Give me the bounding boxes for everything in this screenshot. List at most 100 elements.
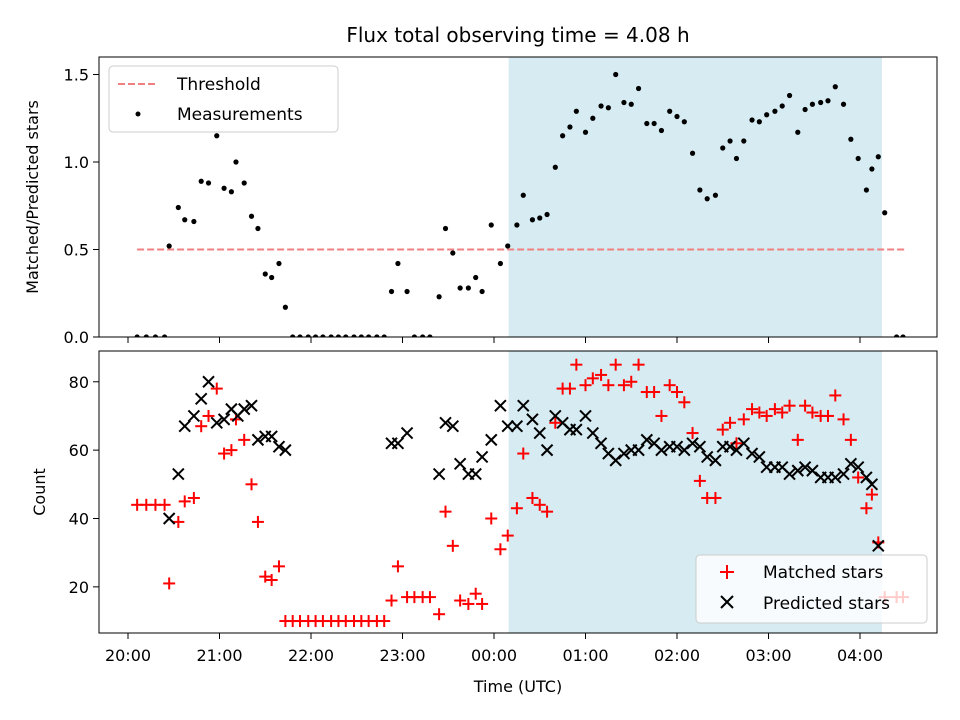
matched-star-point bbox=[218, 447, 231, 460]
top-y-tick-label: 1.5 bbox=[64, 66, 89, 85]
matched-star-point bbox=[187, 491, 200, 504]
matched-star-point bbox=[776, 406, 789, 419]
predicted-legend-label: Predicted stars bbox=[763, 594, 890, 614]
measurement-point bbox=[366, 334, 372, 337]
measurement-point bbox=[749, 117, 755, 123]
measurement-point bbox=[818, 99, 824, 106]
matched-star-point bbox=[837, 413, 850, 426]
measurement-point bbox=[573, 108, 579, 114]
measurement-point bbox=[756, 119, 762, 125]
bottom-legend-box bbox=[695, 554, 928, 624]
matched-star-point bbox=[526, 491, 539, 504]
measurement-point bbox=[497, 260, 504, 267]
measurement-point bbox=[825, 98, 831, 104]
top-shaded-region bbox=[508, 57, 882, 337]
measurement-point bbox=[658, 127, 665, 134]
measurements-legend-marker bbox=[135, 111, 141, 117]
matched-legend-marker bbox=[720, 565, 734, 579]
measurement-point bbox=[635, 85, 642, 92]
measurement-point bbox=[894, 334, 900, 337]
measurement-point bbox=[395, 260, 401, 267]
top-legend: Threshold Measurements bbox=[108, 65, 339, 133]
predicted-star-point bbox=[737, 437, 751, 450]
predicted-star-point bbox=[783, 467, 796, 481]
measurement-point bbox=[855, 155, 861, 162]
x-tick-label: 23:00 bbox=[379, 646, 425, 665]
measurements-legend-label: Measurements bbox=[177, 105, 303, 125]
measurement-point bbox=[241, 180, 247, 186]
top-y-tick-label: 1.0 bbox=[64, 153, 89, 172]
x-tick-label: 21:00 bbox=[196, 646, 242, 665]
measurement-point bbox=[605, 105, 611, 111]
matched-star-point bbox=[806, 406, 819, 419]
measurement-point bbox=[473, 274, 479, 281]
predicted-star-point bbox=[686, 437, 699, 450]
matched-legend-label: Matched stars bbox=[763, 563, 883, 583]
matched-star-point bbox=[617, 379, 630, 392]
predicted-star-point bbox=[237, 402, 251, 416]
predicted-star-point bbox=[617, 447, 631, 460]
matched-star-point bbox=[251, 515, 264, 528]
predicted-star-point bbox=[501, 419, 514, 433]
predicted-star-point bbox=[162, 512, 176, 525]
predicted-star-point bbox=[865, 478, 879, 491]
measurement-point bbox=[552, 164, 558, 170]
measurement-point bbox=[442, 225, 449, 232]
measurement-point bbox=[191, 218, 197, 225]
matched-star-point bbox=[272, 560, 285, 573]
matched-star-point bbox=[609, 358, 622, 371]
matched-star-point bbox=[439, 505, 452, 518]
predicted-star-point bbox=[640, 433, 654, 447]
predicted-star-point bbox=[829, 471, 842, 484]
bottom-plot-frame bbox=[98, 350, 938, 634]
matched-star-point bbox=[768, 403, 781, 416]
x-tick-label: 22:00 bbox=[288, 646, 334, 665]
predicted-star-point bbox=[655, 443, 668, 457]
matched-star-point bbox=[195, 420, 208, 433]
predicted-star-point bbox=[172, 467, 185, 481]
matched-star-point bbox=[533, 498, 546, 511]
predicted-star-point bbox=[670, 440, 684, 453]
matched-star-point bbox=[852, 471, 865, 484]
measurement-point bbox=[712, 192, 719, 198]
measurement-point bbox=[411, 334, 417, 337]
top-legend-box bbox=[108, 65, 339, 133]
measurement-point bbox=[214, 133, 220, 139]
matched-star-point bbox=[595, 368, 608, 381]
measurement-point bbox=[697, 187, 703, 193]
measurement-point bbox=[205, 180, 212, 186]
measurement-point bbox=[457, 285, 463, 291]
measurement-point bbox=[175, 204, 181, 211]
measurement-point bbox=[674, 113, 680, 120]
predicted-star-point bbox=[723, 440, 737, 453]
predicted-star-point bbox=[594, 437, 608, 450]
matched-star-point bbox=[446, 539, 459, 552]
measurement-point bbox=[221, 185, 227, 191]
measurement-point bbox=[465, 285, 471, 291]
predicted-star-point bbox=[217, 413, 231, 426]
bottom-y-axis-label: Count bbox=[30, 468, 49, 516]
matched-star-point bbox=[423, 591, 436, 604]
measurement-point bbox=[644, 120, 650, 127]
measurement-point bbox=[802, 106, 808, 113]
measurement-point bbox=[590, 115, 596, 121]
matched-star-point bbox=[265, 574, 278, 587]
measurement-point bbox=[651, 120, 657, 127]
matched-star-point bbox=[829, 389, 842, 402]
matched-star-point bbox=[541, 505, 554, 518]
measurement-point bbox=[420, 334, 426, 337]
matched-star-point bbox=[693, 474, 706, 487]
measurement-point bbox=[290, 334, 296, 337]
measurement-point bbox=[795, 129, 801, 135]
predicted-star-point bbox=[391, 437, 405, 450]
measurement-point bbox=[182, 217, 188, 223]
measurement-point bbox=[312, 334, 319, 337]
measurement-point bbox=[343, 334, 349, 337]
measurement-point bbox=[255, 225, 261, 232]
predicted-star-point bbox=[745, 447, 759, 460]
measurement-point bbox=[228, 189, 234, 195]
matched-star-point bbox=[563, 382, 576, 395]
measurement-point bbox=[567, 124, 573, 130]
threshold-legend-label: Threshold bbox=[176, 75, 261, 95]
measurement-point bbox=[832, 84, 838, 90]
